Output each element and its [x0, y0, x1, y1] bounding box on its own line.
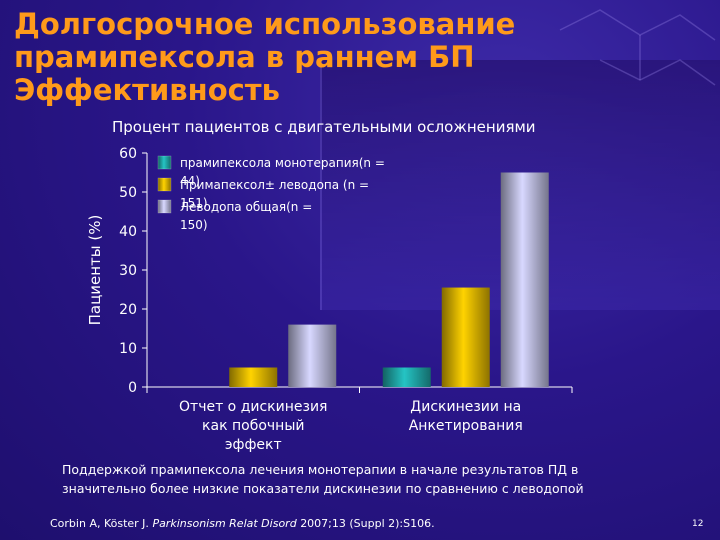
page-number: 12	[692, 519, 704, 529]
bar	[382, 367, 431, 387]
citation-journal: Parkinsonism Relat Disord	[152, 517, 297, 530]
footnote: Поддержкой прамипексола лечения монотера…	[62, 460, 662, 498]
title-line-2: прамипексола в раннем БП	[14, 40, 475, 74]
x-tick-label: как побочный	[202, 418, 304, 434]
y-tick-label: 20	[119, 302, 137, 318]
slide-title: Долгосрочное использование прамипексола …	[14, 8, 614, 107]
citation-ref: 2007;13 (Suppl 2):S106.	[300, 517, 435, 530]
x-tick-label: Дискинезии на	[410, 399, 521, 415]
footnote-line-2: значительно более низкие показатели диск…	[62, 481, 584, 496]
legend-swatch	[157, 155, 172, 170]
y-tick-label: 50	[119, 185, 137, 201]
legend-label: Леводопа общая(n =	[180, 200, 312, 214]
citation-authors: Corbin A, Köster J.	[50, 517, 149, 530]
y-tick-label: 60	[119, 146, 137, 162]
legend-label: 150)	[180, 218, 208, 232]
legend-label: 44)	[180, 174, 200, 188]
legend-swatch	[157, 199, 172, 214]
decorative-molecule	[559, 9, 716, 86]
legend-label: Примапексол± леводопа (n =	[180, 178, 369, 192]
footnote-line-1: Поддержкой прамипексола лечения монотера…	[62, 462, 579, 477]
title-line-1: Долгосрочное использование	[14, 7, 516, 41]
chart-title: Процент пациентов с двигательными осложн…	[112, 118, 536, 136]
legend-label: 151)	[180, 196, 208, 210]
bar	[229, 367, 278, 387]
y-tick-label: 10	[119, 341, 137, 357]
legend-label: прамипексола монотерапия(n =	[180, 156, 385, 170]
bar	[500, 172, 549, 387]
x-tick-label: Анкетирования	[409, 418, 523, 434]
x-tick-label: Отчет о дискинезия	[179, 399, 327, 415]
y-tick-label: 30	[119, 263, 137, 279]
title-line-3: Эффективность	[14, 73, 280, 107]
y-tick-label: 40	[119, 224, 137, 240]
citation: Corbin A, Köster J. Parkinsonism Relat D…	[50, 517, 435, 530]
y-axis-label: Пациенты (%)	[86, 215, 104, 326]
y-tick-label: 0	[128, 380, 137, 396]
bar	[288, 324, 337, 387]
legend-swatch	[157, 177, 172, 192]
bar	[441, 287, 490, 387]
x-tick-label: эффект	[225, 437, 282, 453]
